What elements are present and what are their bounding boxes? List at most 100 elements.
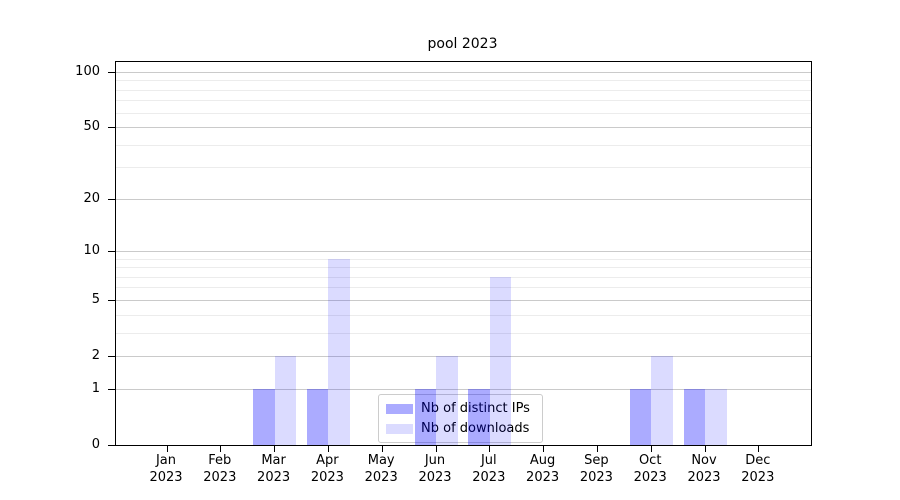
minor-gridline (116, 267, 811, 269)
x-tick-label: May 2023 (341, 452, 421, 486)
x-tick-label-line: Apr (316, 453, 339, 468)
x-tick-label: Sep 2023 (556, 452, 636, 486)
bar-downloads (651, 356, 673, 445)
y-tick-label: 50 (83, 119, 100, 135)
x-tick-label-line: Jul (480, 453, 497, 468)
x-tick-mark (650, 446, 652, 452)
y-tick-label: 20 (83, 190, 100, 206)
major-gridline (116, 250, 811, 252)
bar-distinct-ips (683, 389, 705, 445)
x-tick-label-line: Dec (745, 453, 771, 468)
x-tick-mark (220, 446, 222, 452)
major-gridline (116, 198, 811, 200)
x-tick-label: Jun 2023 (395, 452, 475, 486)
y-tick-label: 100 (75, 63, 100, 79)
major-gridline (116, 388, 811, 390)
y-tick-mark (108, 299, 115, 301)
y-tick-mark (108, 71, 115, 73)
x-tick-mark (489, 446, 491, 452)
minor-gridline (116, 80, 811, 82)
minor-gridline (116, 100, 811, 102)
minor-gridline (116, 258, 811, 260)
bar-downloads (489, 277, 512, 445)
major-gridline (116, 299, 811, 301)
x-tick-label: Mar 2023 (234, 452, 314, 486)
x-tick-label-line: 2023 (633, 470, 667, 485)
x-tick-label: Apr 2023 (287, 452, 367, 486)
x-tick-label-line: 2023 (472, 470, 506, 485)
x-tick-label: Jul 2023 (449, 452, 529, 486)
legend-label: Nb of distinct IPs (421, 401, 530, 416)
major-gridline (116, 355, 811, 357)
x-tick-label-line: May (367, 453, 395, 468)
x-tick-label-line: 2023 (310, 470, 344, 485)
x-tick-label-line: 2023 (687, 470, 721, 485)
y-tick-mark (108, 198, 115, 200)
legend: Nb of distinct IPs Nb of downloads (378, 394, 543, 443)
x-tick-label-line: 2023 (257, 470, 291, 485)
x-tick-label-line: 2023 (364, 470, 398, 485)
x-tick-label-line: Jan (155, 453, 177, 468)
x-tick-label: Aug 2023 (503, 452, 583, 486)
legend-item: Nb of distinct IPs (386, 400, 530, 417)
minor-gridline (116, 314, 811, 316)
major-gridline (116, 127, 811, 129)
x-tick-mark (274, 446, 276, 452)
minor-gridline (116, 332, 811, 334)
x-tick-mark (758, 446, 760, 452)
legend-label: Nb of downloads (421, 421, 530, 436)
y-tick-mark (108, 388, 115, 390)
x-tick-label-line: Sep (584, 453, 609, 468)
legend-item: Nb of downloads (386, 420, 530, 437)
x-tick-mark (381, 446, 383, 452)
minor-gridline (116, 144, 811, 146)
legend-swatch-icon (386, 403, 413, 414)
x-tick-label-line: Jun (424, 453, 446, 468)
x-tick-label: Jan 2023 (126, 452, 206, 486)
x-tick-mark (596, 446, 598, 452)
bar-distinct-ips (306, 389, 329, 445)
chart-title: pool 2023 (427, 36, 498, 52)
x-tick-mark (166, 446, 168, 452)
x-tick-label-line: 2023 (526, 470, 560, 485)
x-tick-label: Nov 2023 (664, 452, 744, 486)
bar-distinct-ips (253, 389, 275, 445)
y-axis-tick-labels: 0 1 2 5 10 20 50 100 (0, 61, 100, 452)
legend-swatch-icon (386, 423, 413, 434)
y-tick-label: 0 (91, 436, 100, 452)
minor-gridline (116, 112, 811, 114)
x-tick-label-line: Aug (529, 453, 556, 468)
major-gridline (116, 71, 811, 73)
x-tick-mark (704, 446, 706, 452)
y-tick-label: 1 (91, 380, 100, 396)
x-tick-label-line: 2023 (741, 470, 775, 485)
x-tick-label-line: Mar (261, 453, 286, 468)
x-tick-label-line: 2023 (149, 470, 183, 485)
y-tick-mark (108, 444, 115, 446)
x-tick-label: Feb 2023 (180, 452, 260, 486)
bar-downloads (705, 389, 727, 445)
x-tick-label-line: 2023 (203, 470, 237, 485)
y-tick-mark (108, 355, 115, 357)
bar-downloads (328, 259, 350, 445)
x-axis-tick-labels: Jan 2023 Feb 2023 Mar 2023 Apr 2023 May 2023 Jun 20… (115, 452, 810, 492)
minor-gridline (116, 89, 811, 91)
bar-downloads (436, 356, 458, 445)
x-tick-label-line: Nov (691, 453, 717, 468)
plot-area: Nb of distinct IPs Nb of downloads (108, 61, 812, 452)
x-tick-label-line: 2023 (579, 470, 613, 485)
minor-gridline (116, 167, 811, 169)
y-tick-label: 5 (91, 291, 100, 307)
minor-gridline (116, 276, 811, 278)
x-tick-label-line: 2023 (418, 470, 452, 485)
bar-distinct-ips (629, 389, 652, 445)
bar-distinct-ips (414, 389, 436, 445)
bar-distinct-ips (468, 389, 490, 445)
x-tick-mark (327, 446, 329, 452)
y-tick-mark (108, 127, 115, 129)
minor-gridline (116, 287, 811, 289)
x-tick-mark (435, 446, 437, 452)
x-tick-label-line: Feb (208, 453, 232, 468)
x-tick-mark (543, 446, 545, 452)
